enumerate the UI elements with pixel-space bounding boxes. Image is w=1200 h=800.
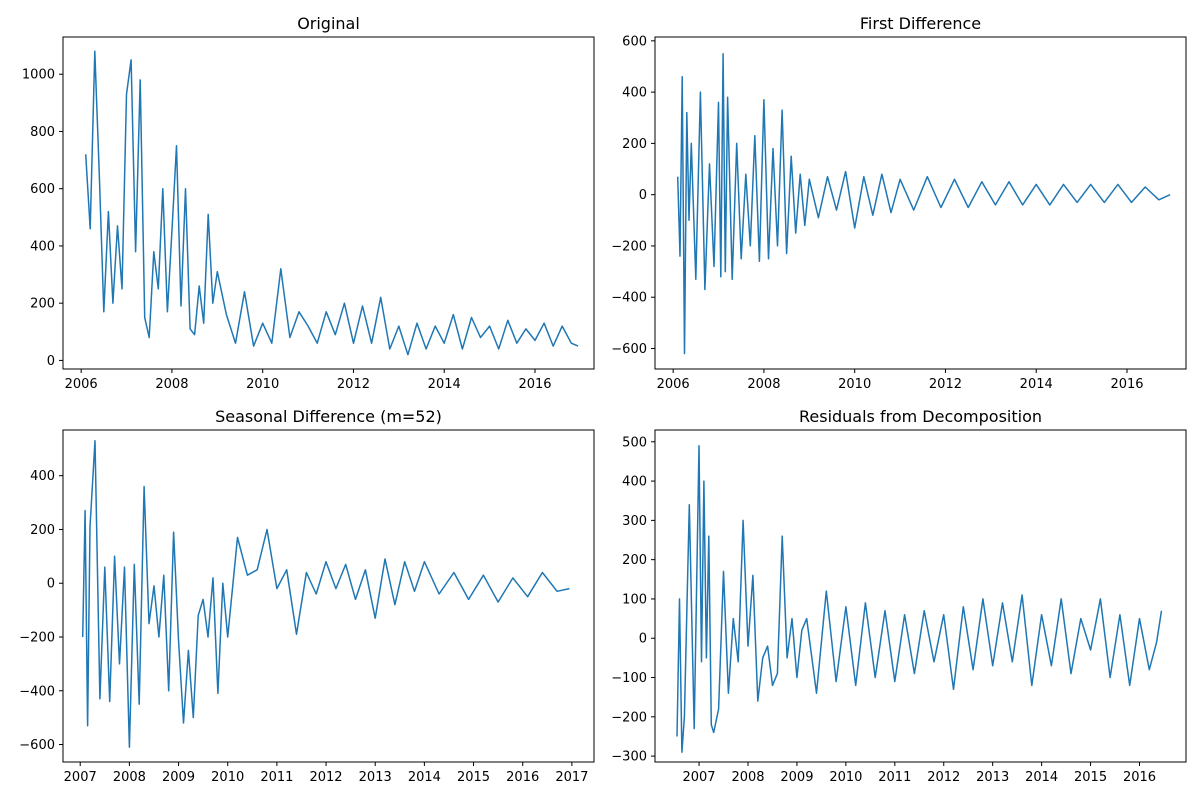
x-tick-label: 2007 (64, 770, 97, 785)
x-tick-label: 2014 (1025, 770, 1058, 785)
panel-original: Original 2006 2008 2010 2012 2014 2016 0 200 400… (22, 14, 595, 392)
x-tick-label: 2012 (929, 377, 962, 392)
y-tick-label: 400 (622, 86, 647, 101)
y-tick-label: 600 (30, 182, 55, 197)
x-tick-label: 2010 (246, 377, 279, 392)
y-tick-label: 100 (622, 592, 647, 607)
y-tick-label: 0 (47, 577, 55, 592)
panel-title: Seasonal Difference (m=52) (215, 407, 442, 426)
y-tick-label: −100 (611, 671, 647, 686)
y-tick-label: 1000 (22, 68, 55, 83)
y-tick-label: 200 (30, 523, 55, 538)
y-tick-label: 500 (622, 435, 647, 450)
x-tick-label: 2015 (1074, 770, 1107, 785)
x-tick-label: 2006 (657, 377, 690, 392)
y-tick-label: −600 (19, 738, 55, 753)
y-tick-label: −300 (611, 750, 647, 765)
x-tick-label: 2016 (518, 377, 551, 392)
y-tick-label: 200 (622, 553, 647, 568)
axes-frame (654, 36, 1187, 370)
y-tick-label: 400 (30, 469, 55, 484)
x-tick-label: 2013 (976, 770, 1009, 785)
panel-title: Residuals from Decomposition (799, 407, 1042, 426)
x-tick-label: 2008 (113, 770, 146, 785)
y-tick-label: 800 (30, 125, 55, 140)
axes-frame (654, 429, 1187, 763)
panel-seasonal-difference: Seasonal Difference (m=52) 2007 2008 2009 2… (19, 407, 595, 785)
panel-residuals: Residuals from Decomposition 2007 2008 200… (611, 407, 1187, 785)
x-tick-label: 2016 (506, 770, 539, 785)
y-tick-label: 200 (30, 297, 55, 312)
y-tick-label: 300 (622, 514, 647, 529)
panel-first-difference: First Difference 2006 2008 2010 2012 2014 201… (611, 14, 1187, 392)
x-tick-label: 2008 (731, 770, 764, 785)
y-tick-label: −200 (19, 630, 55, 645)
x-tick-label: 2010 (211, 770, 244, 785)
y-tick-label: 400 (30, 239, 55, 254)
y-tick-label: −400 (19, 684, 55, 699)
panel-title: Original (297, 14, 360, 33)
x-tick-label: 2009 (780, 770, 813, 785)
y-tick-label: −200 (611, 710, 647, 725)
x-tick-label: 2012 (337, 377, 370, 392)
x-tick-label: 2008 (155, 377, 188, 392)
x-tick-label: 2007 (682, 770, 715, 785)
x-tick-label: 2009 (162, 770, 195, 785)
x-tick-label: 2011 (878, 770, 911, 785)
y-tick-label: 0 (639, 632, 647, 647)
x-tick-label: 2010 (829, 770, 862, 785)
y-tick-label: 600 (622, 34, 647, 49)
series-line (676, 52, 1171, 355)
series-line (676, 444, 1163, 753)
x-tick-label: 2013 (359, 770, 392, 785)
x-tick-label: 2012 (309, 770, 342, 785)
axes-frame (62, 429, 595, 763)
y-tick-label: 0 (639, 188, 647, 203)
series-line (84, 50, 579, 356)
x-tick-label: 2006 (65, 377, 98, 392)
x-tick-label: 2014 (1020, 377, 1053, 392)
series-line (81, 440, 570, 748)
x-tick-label: 2016 (1110, 377, 1143, 392)
y-tick-label: −600 (611, 342, 647, 357)
y-tick-label: 0 (47, 354, 55, 369)
y-tick-label: −200 (611, 239, 647, 254)
x-tick-label: 2014 (428, 377, 461, 392)
x-tick-label: 2008 (747, 377, 780, 392)
y-tick-label: 400 (622, 475, 647, 490)
y-tick-label: −400 (611, 291, 647, 306)
y-tick-label: 200 (622, 137, 647, 152)
x-tick-label: 2011 (260, 770, 293, 785)
x-tick-label: 2010 (838, 377, 871, 392)
panel-title: First Difference (860, 14, 981, 33)
x-tick-label: 2017 (555, 770, 588, 785)
x-tick-label: 2014 (408, 770, 441, 785)
x-tick-label: 2012 (927, 770, 960, 785)
axes-frame (62, 36, 595, 370)
x-tick-label: 2016 (1123, 770, 1156, 785)
x-tick-label: 2015 (457, 770, 490, 785)
